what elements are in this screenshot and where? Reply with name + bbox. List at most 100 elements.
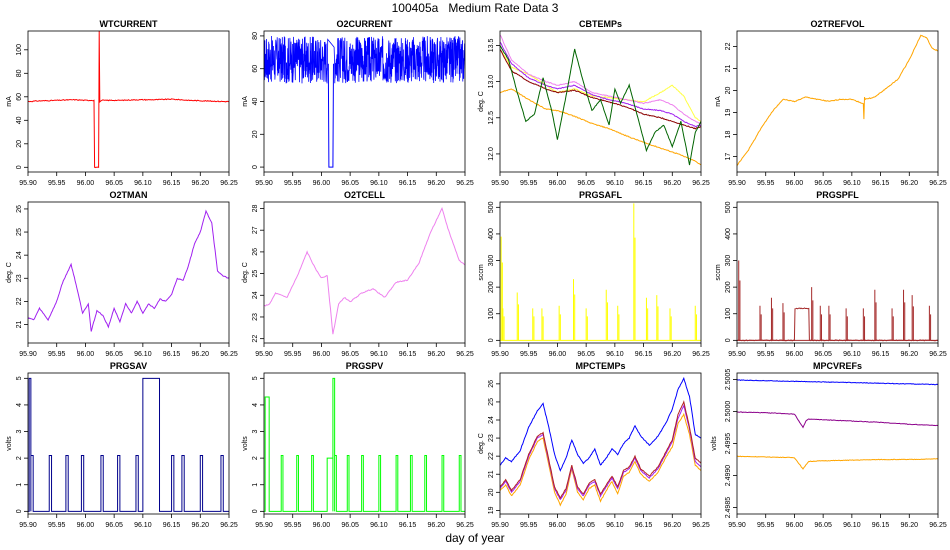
y-tick-label: 25 xyxy=(16,228,23,236)
x-tick-label: 96.05 xyxy=(341,522,359,529)
y-tick-label: 2.4995 xyxy=(725,433,732,455)
x-tick-label: 96.20 xyxy=(428,180,446,187)
y-tick-label: 500 xyxy=(725,201,732,213)
y-tick-label: 23 xyxy=(488,434,495,442)
y-tick-label: 0 xyxy=(16,165,23,169)
y-tick-label: 25 xyxy=(252,270,259,278)
series-group xyxy=(737,379,938,470)
y-axis-label: volts xyxy=(242,436,249,451)
y-tick-label: 12.0 xyxy=(488,147,495,161)
x-tick-label: 96.15 xyxy=(399,351,417,358)
x-tick-label: 96.00 xyxy=(549,351,567,358)
plot-frame xyxy=(499,30,702,173)
plot-frame xyxy=(736,30,939,173)
series-noise xyxy=(264,35,465,84)
series-group xyxy=(28,31,229,169)
series-drop xyxy=(327,63,334,168)
figure-title: 100405a Medium Rate Data 3 xyxy=(391,1,559,15)
x-tick-label: 96.15 xyxy=(872,351,890,358)
series-line xyxy=(737,34,938,166)
y-tick-label: 26 xyxy=(488,380,495,388)
y-tick-label: 300 xyxy=(488,255,495,267)
x-tick-label: 96.25 xyxy=(456,522,474,529)
x-tick-label: 95.90 xyxy=(255,351,273,358)
y-tick-label: 1 xyxy=(252,483,259,487)
y-tick-label: 4 xyxy=(252,403,259,407)
panel-cbtemps: CBTEMPs 95.90 95.95 96.00 96.05 96.10 96.15 96.… xyxy=(478,19,710,187)
plot-frame xyxy=(263,201,466,344)
x-tick-label: 96.20 xyxy=(901,522,919,529)
x-tick-label: 95.90 xyxy=(19,351,37,358)
y-tick-label: 5 xyxy=(252,376,259,380)
y-tick-label: 23 xyxy=(16,274,23,282)
x-tick-label: 96.10 xyxy=(370,522,388,529)
x-tick-label: 96.10 xyxy=(843,522,861,529)
y-axis-label: deg. C xyxy=(478,433,485,454)
y-tick-label: 5 xyxy=(16,376,23,380)
y-tick-label: 17 xyxy=(725,153,732,161)
x-tick-label: 96.25 xyxy=(456,351,474,358)
x-tick-label: 95.90 xyxy=(255,180,273,187)
x-tick-label: 96.20 xyxy=(901,351,919,358)
series-group xyxy=(500,376,701,507)
y-tick-label: 27 xyxy=(252,226,259,234)
series-line xyxy=(500,41,701,128)
y-tick-label: 40 xyxy=(16,116,23,124)
series-group xyxy=(737,260,938,342)
plot-frame xyxy=(27,201,230,344)
series-line xyxy=(500,412,701,507)
series-line xyxy=(264,206,465,335)
series-line xyxy=(500,400,701,500)
panel-prgsav: PRGSAV 95.90 95.95 96.00 96.05 96.10 96.15 96.2… xyxy=(6,361,238,529)
x-tick-label: 96.05 xyxy=(814,180,832,187)
y-tick-label: 22 xyxy=(488,452,495,460)
y-tick-label: 24 xyxy=(252,291,259,299)
x-tick-label: 95.95 xyxy=(757,522,775,529)
panel-title: PRGSAFL xyxy=(579,190,623,200)
series-line xyxy=(737,307,938,342)
y-axis-label: sccm xyxy=(478,264,485,281)
x-tick-label: 96.25 xyxy=(692,351,710,358)
x-tick-label: 96.15 xyxy=(399,180,417,187)
x-tick-label: 95.90 xyxy=(491,351,509,358)
panel-o2trefvol: O2TREFVOL 95.90 95.95 96.00 96.05 96.10 96.15 9… xyxy=(715,19,947,187)
x-tick-label: 96.10 xyxy=(134,180,152,187)
x-tick-label: 96.00 xyxy=(549,522,567,529)
y-axis-label: deg. C xyxy=(242,262,249,283)
y-axis-label: sccm xyxy=(715,264,722,281)
y-tick-label: 19 xyxy=(488,506,495,514)
panel-title: PRGSPV xyxy=(346,361,384,371)
series-line xyxy=(500,34,701,125)
y-tick-label: 13.0 xyxy=(488,75,495,89)
x-tick-label: 96.00 xyxy=(313,351,331,358)
y-tick-label: 3 xyxy=(16,429,23,433)
y-tick-label: 22 xyxy=(252,335,259,343)
series-line xyxy=(737,455,938,470)
x-tick-label: 96.15 xyxy=(635,351,653,358)
x-tick-label: 96.20 xyxy=(664,180,682,187)
y-axis-label: mA xyxy=(242,96,249,107)
x-tick-label: 96.15 xyxy=(872,180,890,187)
x-tick-label: 96.00 xyxy=(77,351,95,358)
x-tick-label: 96.25 xyxy=(220,351,238,358)
y-tick-label: 23 xyxy=(252,313,259,321)
x-tick-label: 96.00 xyxy=(786,522,804,529)
series-line xyxy=(500,88,701,166)
x-tick-label: 95.90 xyxy=(491,522,509,529)
y-tick-label: 20 xyxy=(725,86,732,94)
y-axis-label: volts xyxy=(711,436,718,451)
y-tick-label: 13.5 xyxy=(488,39,495,53)
y-tick-label: 25 xyxy=(488,398,495,406)
series-line xyxy=(500,376,701,472)
x-tick-label: 96.15 xyxy=(163,351,181,358)
y-tick-label: 22 xyxy=(16,297,23,305)
y-tick-label: 2 xyxy=(16,456,23,460)
x-tick-label: 96.00 xyxy=(313,180,331,187)
panel-o2tcell: O2TCELL 95.90 95.95 96.00 96.05 96.10 96.15 96.… xyxy=(242,190,474,358)
y-tick-label: 60 xyxy=(16,93,23,101)
x-tick-label: 96.20 xyxy=(428,522,446,529)
x-tick-label: 96.10 xyxy=(134,522,152,529)
y-tick-label: 40 xyxy=(252,98,259,106)
x-tick-label: 96.25 xyxy=(220,180,238,187)
